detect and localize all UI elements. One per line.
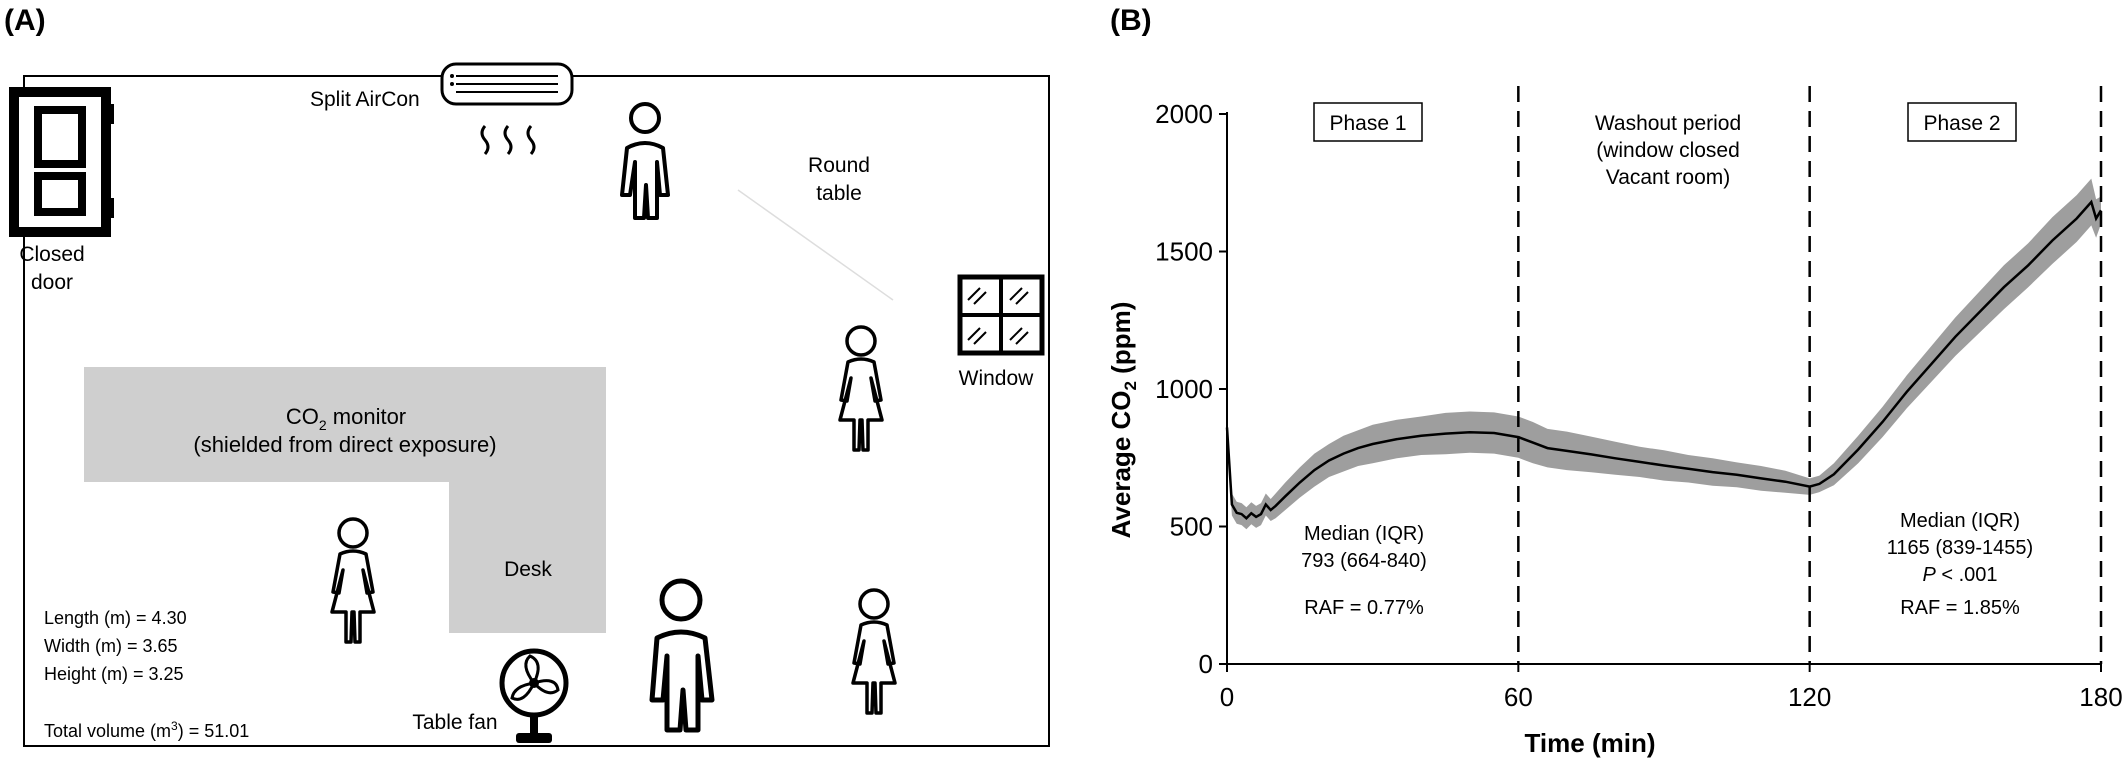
co2-monitor-label: CO2 monitor [286,404,406,433]
x-tick-label: 60 [1504,682,1533,712]
closed-door-label-1: Closed [19,243,84,266]
split-aircon-icon [440,62,574,155]
window-icon [957,274,1045,356]
y-axis-title: Average CO2 (ppm) [1106,302,1140,539]
co2-line-chart: 0 500 1000 1500 2000 0 60 120 180 [1155,86,2123,712]
phase2-median-value: 1165 (839-1455) [1887,537,2033,559]
room-length: Length (m) = 4.30 [44,608,187,628]
phase1-median-value: 793 (664-840) [1301,550,1427,572]
y-tick-label: 0 [1199,649,1213,679]
x-tick-label: 120 [1788,682,1831,712]
round-table-label-1: Round [808,154,870,177]
closed-door-icon [9,87,114,237]
phase2-p-value: P < .001 [1922,564,1997,586]
panel-b-label: (B) [1110,4,1152,37]
washout-label-2: (window closed [1596,139,1740,162]
y-tick-label: 2000 [1155,99,1213,129]
y-tick-label: 1500 [1155,237,1213,267]
table-fan-icon [499,648,569,743]
phase1-label: Phase 1 [1329,112,1406,135]
phase2-label: Phase 2 [1923,112,2000,135]
desk-area [84,367,606,633]
round-table-label-2: table [816,182,862,205]
y-tick-label: 1000 [1155,374,1213,404]
person-female-icon-3 [851,588,897,715]
room-total-volume: Total volume (m3) = 51.01 [44,719,249,741]
person-female-icon [838,325,884,452]
phase1-median-label: Median (IQR) [1304,523,1424,545]
y-tick-label: 500 [1170,512,1213,542]
person-male-icon-2 [649,578,715,733]
window-label: Window [959,367,1035,390]
window-sightline [737,189,894,301]
phase2-raf: RAF = 1.85% [1900,597,2020,619]
series-line [1225,199,2103,521]
split-aircon-label: Split AirCon [310,88,420,111]
phase1-box [1313,102,1423,142]
co2-monitor-note: (shielded from direct exposure) [193,432,496,457]
washout-label-1: Washout period [1595,112,1741,135]
room-height: Height (m) = 3.25 [44,664,184,684]
closed-door-label-2: door [31,271,73,294]
phase2-median-label: Median (IQR) [1900,510,2020,532]
iqr-band [1227,178,2101,530]
table-fan-label: Table fan [412,711,497,734]
x-tick-label: 0 [1220,682,1234,712]
person-male-icon [620,102,670,220]
x-tick-label: 180 [2079,682,2122,712]
room-width: Width (m) = 3.65 [44,636,178,656]
desk-label: Desk [504,558,552,581]
phase1-raf: RAF = 0.77% [1304,597,1424,619]
panel-a-label: (A) [4,4,46,37]
phase2-box [1907,102,2017,142]
person-female-icon-2 [330,517,376,644]
x-axis-title: Time (min) [1525,728,1656,758]
washout-label-3: Vacant room) [1606,166,1731,189]
